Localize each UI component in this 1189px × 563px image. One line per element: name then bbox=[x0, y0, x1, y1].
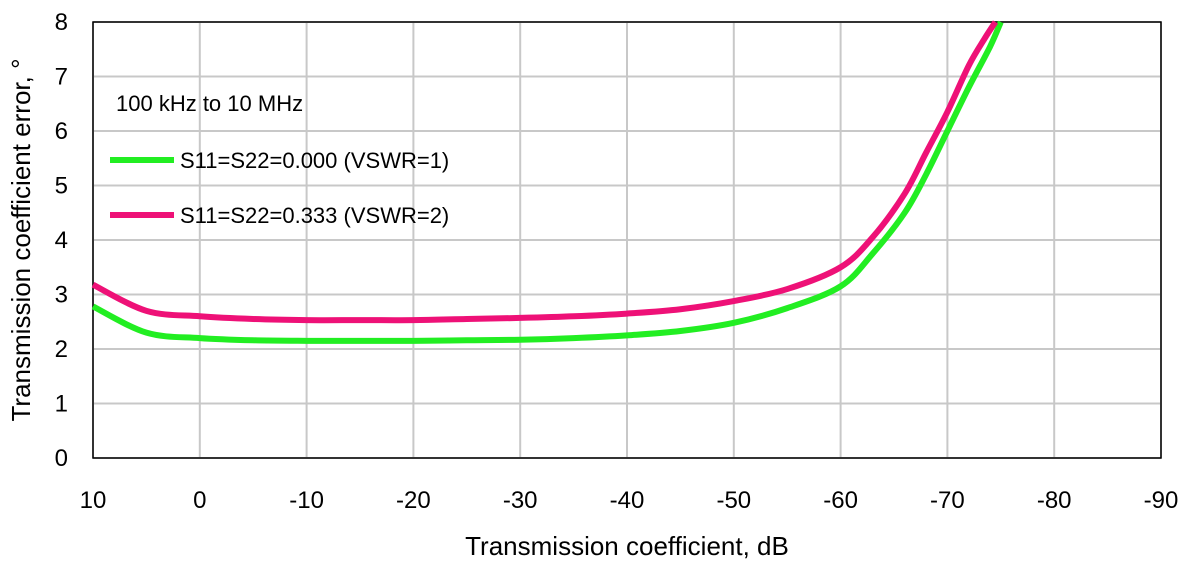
legend-label-series-2: S11=S22=0.333 (VSWR=2) bbox=[180, 203, 449, 228]
y-tick-label: 4 bbox=[55, 227, 68, 254]
y-tick-label: 8 bbox=[55, 9, 68, 36]
x-tick-labels: 10 0 -10 -20 -30 -40 -50 -60 -70 -80 -90 bbox=[80, 487, 1179, 514]
grid bbox=[92, 21, 1162, 459]
x-tick-label: -80 bbox=[1037, 487, 1072, 514]
y-tick-label: 7 bbox=[55, 64, 68, 91]
series-line-1 bbox=[91, 20, 1004, 344]
series-layer bbox=[91, 20, 1004, 344]
x-tick-label: -10 bbox=[289, 487, 324, 514]
y-tick-label: 3 bbox=[55, 282, 68, 309]
series-line-2 bbox=[91, 20, 998, 324]
x-tick-label: -70 bbox=[930, 487, 965, 514]
x-axis-title: Transmission coefficient, dB bbox=[465, 531, 789, 561]
legend-label-series-1: S11=S22=0.000 (VSWR=1) bbox=[180, 148, 449, 173]
x-tick-label: -20 bbox=[396, 487, 431, 514]
y-axis-title: Transmission coefficient error, ° bbox=[6, 59, 36, 422]
chart-annotation: 100 kHz to 10 MHz bbox=[116, 91, 303, 116]
x-tick-label: -50 bbox=[716, 487, 751, 514]
x-tick-label: -40 bbox=[610, 487, 645, 514]
y-tick-label: 1 bbox=[55, 391, 68, 418]
y-tick-label: 6 bbox=[55, 118, 68, 145]
y-tick-label: 2 bbox=[55, 336, 68, 363]
x-tick-label: -30 bbox=[503, 487, 538, 514]
y-tick-label: 5 bbox=[55, 173, 68, 200]
legend: S11=S22=0.000 (VSWR=1) S11=S22=0.333 (VS… bbox=[110, 148, 449, 228]
x-tick-label: -60 bbox=[823, 487, 858, 514]
x-tick-label: -90 bbox=[1144, 487, 1179, 514]
x-tick-label: 10 bbox=[80, 487, 107, 514]
plot-frame bbox=[92, 21, 1162, 459]
x-tick-label: 0 bbox=[193, 487, 206, 514]
y-tick-label: 0 bbox=[55, 445, 68, 472]
y-tick-labels: 0 1 2 3 4 5 6 7 8 bbox=[55, 9, 68, 472]
